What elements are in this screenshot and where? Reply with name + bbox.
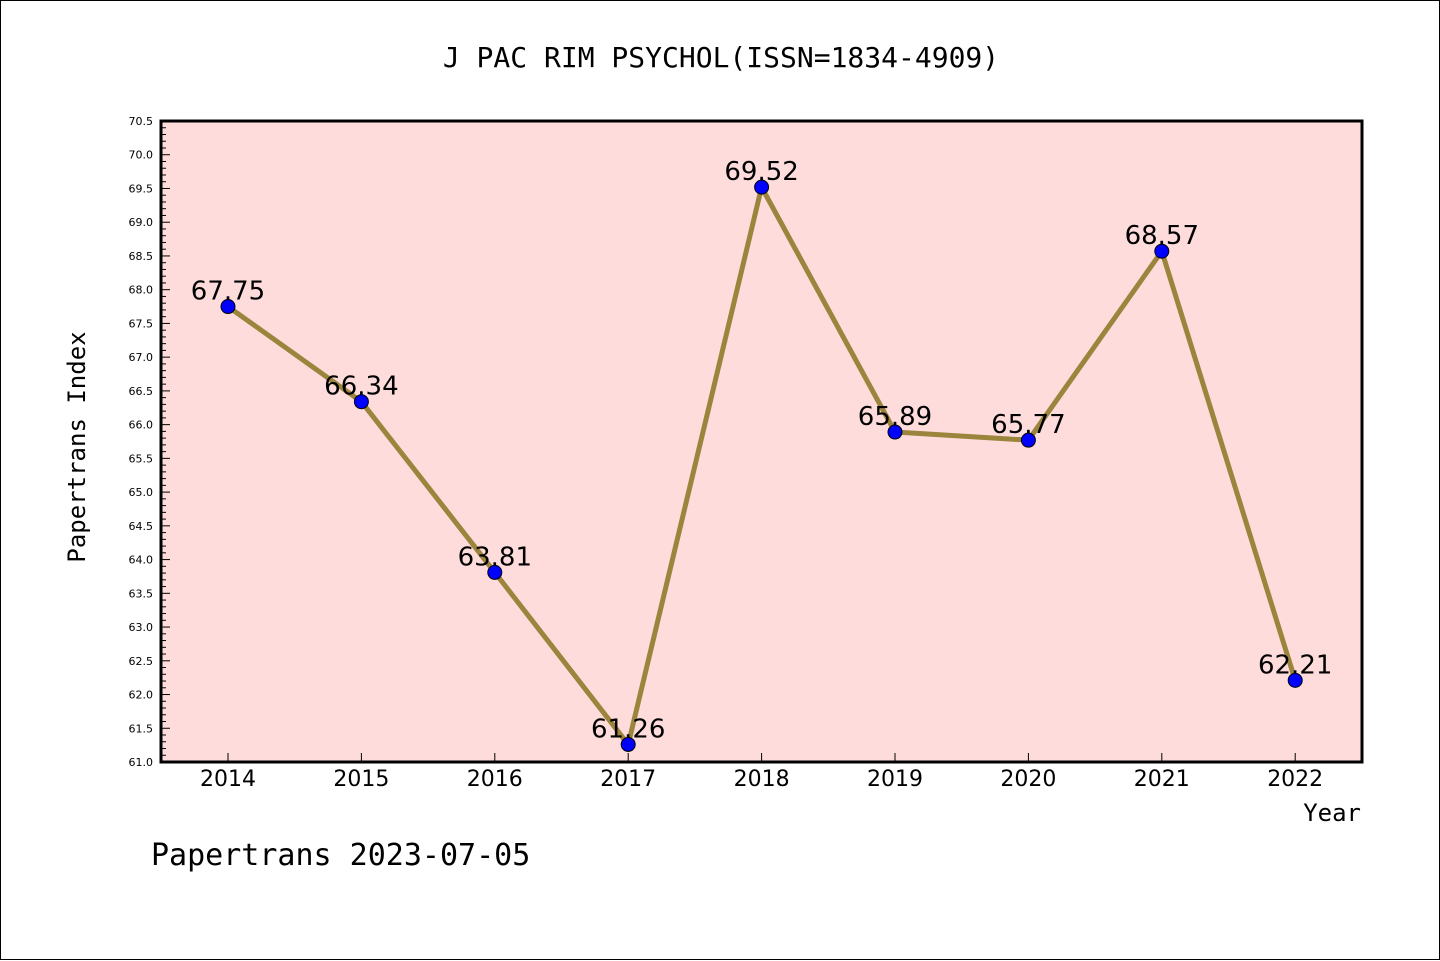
y-tick-label: 67.0 (129, 351, 154, 364)
y-tick-label: 65.0 (129, 486, 154, 499)
y-tick-label: 63.5 (129, 587, 154, 600)
y-tick-label: 61.0 (129, 756, 154, 769)
data-point (620, 736, 636, 752)
y-tick-label: 64.0 (129, 554, 154, 567)
y-axis: 61.0 61.5 62.0 62.5 63.0 63.5 64.0 64.5 65.0 65.5… (129, 115, 170, 769)
y-tick-label: 69.5 (129, 182, 154, 195)
data-labels: 67.75 66.34 63.81 61.26 69.52 65.89 65.77 68.57… (191, 157, 1333, 744)
y-tick-label: 63.0 (129, 621, 154, 634)
footer-text: Papertrans 2023-07-05 (151, 838, 530, 873)
plot-area (159, 119, 1364, 764)
x-axis-label: Year (1303, 799, 1361, 827)
line-segment (625, 184, 765, 747)
y-tick-label: 69.0 (129, 216, 154, 229)
y-tick-label: 66.5 (129, 385, 154, 398)
line-segment (759, 184, 898, 435)
y-tick-label: 61.5 (129, 722, 154, 735)
data-label: 65.89 (858, 402, 932, 432)
x-tick-label: 2016 (467, 767, 523, 792)
series-line (225, 184, 1298, 747)
x-tick-label: 2014 (200, 767, 256, 792)
data-point (887, 424, 903, 440)
y-tick-label: 68.0 (129, 284, 154, 297)
x-tick-label: 2017 (600, 767, 656, 792)
data-label: 61.26 (591, 714, 665, 744)
y-tick-label: 62.0 (129, 689, 154, 702)
series-markers (220, 179, 1303, 752)
y-tick-label: 62.5 (129, 655, 154, 668)
line-segment (492, 569, 631, 747)
y-axis-label: Papertrans Index (63, 331, 91, 562)
data-point (220, 299, 236, 315)
data-label: 63.81 (458, 542, 532, 572)
x-tick-label: 2020 (1000, 767, 1056, 792)
x-tick-label: 2022 (1267, 767, 1323, 792)
x-tick-label: 2019 (867, 767, 923, 792)
x-tick-label: 2021 (1134, 767, 1190, 792)
line-segment (1025, 248, 1165, 443)
x-axis: 2014 2015 2016 2017 2018 2019 2020 2021 2022 (200, 753, 1323, 792)
data-point (1020, 432, 1036, 448)
y-tick-label: 68.5 (129, 250, 154, 263)
data-point (353, 394, 369, 410)
data-point (1287, 672, 1303, 688)
line-segment (892, 429, 1031, 443)
data-label: 68.57 (1125, 221, 1199, 251)
data-point (754, 179, 770, 195)
y-tick-label: 70.0 (129, 149, 154, 162)
line-segment (1159, 248, 1298, 683)
data-label: 66.34 (324, 372, 398, 402)
y-tick-label: 65.5 (129, 452, 154, 465)
data-label: 69.52 (724, 157, 798, 187)
y-tick-label: 66.0 (129, 419, 154, 432)
data-label: 67.75 (191, 277, 265, 307)
data-point (487, 564, 503, 580)
line-segment (358, 399, 498, 575)
x-tick-label: 2015 (333, 767, 389, 792)
data-label: 65.77 (991, 410, 1065, 440)
data-point (1154, 243, 1170, 259)
chart-title: J PAC RIM PSYCHOL(ISSN=1834-4909) (443, 41, 999, 74)
y-tick-label: 67.5 (129, 317, 154, 330)
x-tick-label: 2018 (734, 767, 790, 792)
data-label: 62.21 (1258, 650, 1332, 680)
line-segment (225, 304, 364, 405)
y-tick-label: 70.5 (129, 115, 154, 128)
y-tick-label: 64.5 (129, 520, 154, 533)
